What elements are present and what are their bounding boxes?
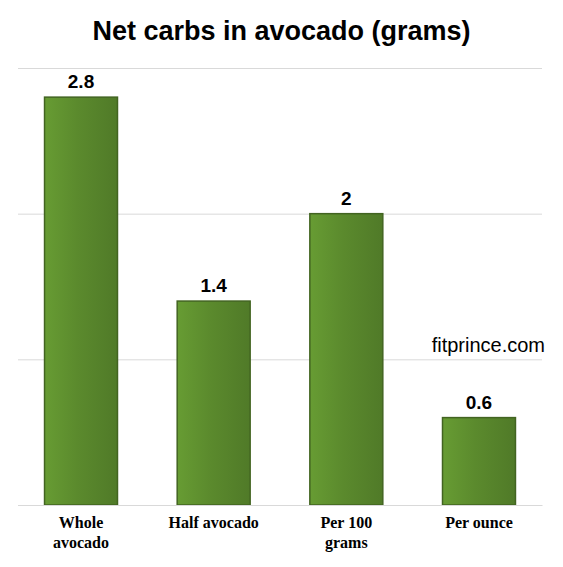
- y-axis-line: [19, 69, 543, 506]
- data-label: 1.4: [200, 275, 227, 296]
- x-tick: Per 100 grams: [320, 505, 372, 552]
- y-axis: [18, 69, 542, 506]
- x-tick-label-line: Per 100: [320, 514, 372, 531]
- x-tick-label-line: Whole: [59, 514, 103, 531]
- x-tick-label: Whole avocado: [53, 514, 109, 550]
- x-tick-label: Per ounce: [445, 514, 513, 531]
- bar: [443, 418, 516, 505]
- x-tick: Whole avocado: [53, 505, 109, 551]
- chart: Net carbs in avocado (grams) 2.8 1.4 2 0.6 Wh…: [0, 0, 563, 567]
- y-tick: [18, 68, 542, 69]
- x-tick-label-line: grams: [325, 534, 368, 552]
- plot: 2.8 1.4 2 0.6 Whole avocado Half avocado Per 10…: [18, 69, 543, 552]
- data-label: 0.6: [466, 392, 492, 413]
- grid-line: [18, 68, 542, 69]
- bar: [45, 97, 118, 505]
- data-label: 2: [341, 188, 352, 209]
- x-tick-label: Half avocado: [169, 514, 259, 531]
- x-axis: WholeavocadoHalf avocadoPer 100gramsPer …: [19, 505, 543, 552]
- x-tick: Per ounce: [445, 505, 513, 531]
- x-tick: Half avocado: [169, 505, 259, 531]
- grid-line: [18, 505, 542, 506]
- x-axis-line: [19, 505, 543, 506]
- bar: [310, 214, 383, 505]
- bar: [177, 301, 250, 505]
- bars: [45, 97, 516, 505]
- data-labels: 2.8 1.4 2 0.6: [68, 71, 492, 412]
- data-label: 2.8: [68, 71, 94, 92]
- x-tick-label: Per 100 grams: [320, 514, 372, 551]
- title: Net carbs in avocado (grams): [92, 16, 470, 46]
- y-tick: [18, 505, 542, 506]
- x-tick-label-line: avocado: [53, 534, 109, 551]
- annotation: fitprince.com: [432, 334, 545, 356]
